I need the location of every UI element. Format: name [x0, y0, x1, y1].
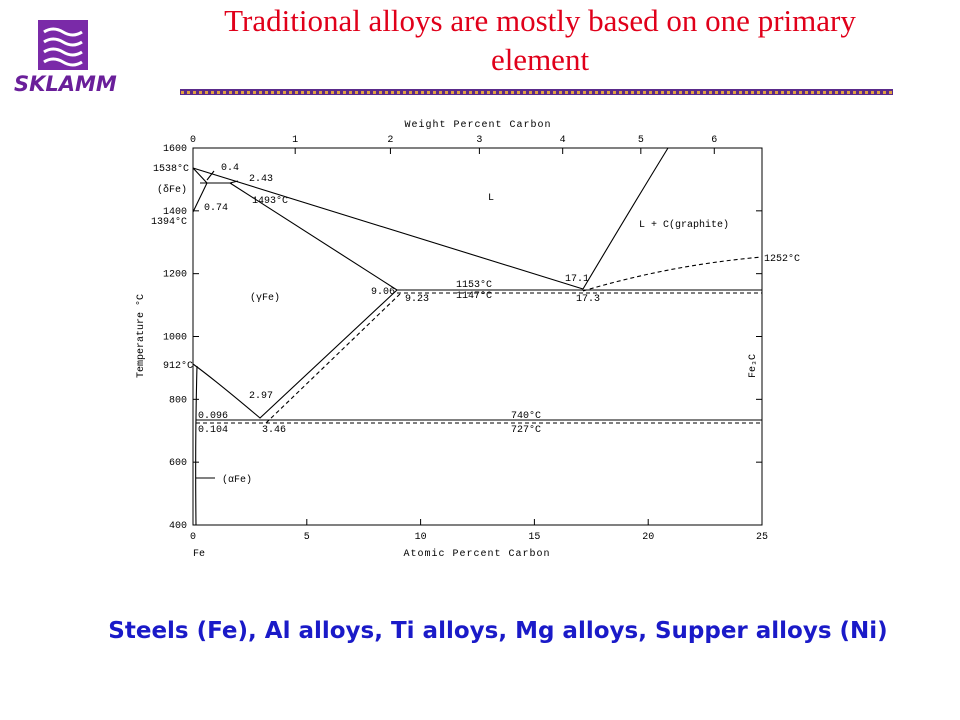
x-tick-label: 20 — [642, 532, 654, 543]
annotation: 3.46 — [262, 425, 286, 436]
annotation: 1394°C — [151, 216, 187, 228]
x-tick-label: 2 — [387, 135, 393, 146]
x-tick-label: 4 — [560, 135, 566, 146]
annotation: (αFe) — [222, 474, 252, 486]
phase-lines — [192, 147, 763, 526]
annotation: 0.4 — [221, 163, 239, 174]
x-tick-label: 10 — [415, 532, 427, 543]
x-tick-label: 0 — [190, 135, 196, 146]
x-tick-label: 0 — [190, 532, 196, 543]
x-tick-label: 5 — [304, 532, 310, 543]
x-tick-label: 25 — [756, 532, 768, 543]
x-tick-label: 15 — [528, 532, 540, 543]
x-tick-label: 5 — [638, 135, 644, 146]
annotation: 9.06 — [371, 287, 395, 298]
x-tick-label: 6 — [711, 135, 717, 146]
annotation: 0.74 — [204, 203, 228, 214]
logo — [38, 20, 88, 70]
y-tick-label: 400 — [169, 521, 187, 532]
axis-title: Atomic Percent Carbon — [403, 548, 550, 560]
annotation: 2.43 — [249, 174, 273, 185]
annotation: (δFe) — [157, 184, 187, 196]
annotation: 2.97 — [249, 391, 273, 402]
slide-title: Traditional alloys are mostly based on o… — [224, 3, 856, 77]
annotation: 912°C — [163, 360, 193, 372]
annotation: 9.23 — [405, 294, 429, 305]
annotation: 1252°C — [764, 253, 800, 265]
annotation: (γFe) — [250, 292, 280, 304]
annotation: 0.104 — [198, 425, 228, 436]
y-tick-label: 800 — [169, 395, 187, 406]
x-tick-label: 1 — [292, 135, 298, 146]
y-tick-label: 1000 — [163, 333, 187, 344]
logo-text: SKLAMM — [14, 72, 117, 96]
footer-text: Steels (Fe), Al alloys, Ti alloys, Mg al… — [108, 618, 888, 644]
annotation: Fe₃C — [748, 354, 759, 378]
annotation: 17.1 — [565, 274, 589, 285]
annotation: Fe — [193, 549, 205, 560]
annotation: 1493°C — [252, 195, 288, 207]
y-tick-label: 1400 — [163, 207, 187, 218]
axis-title: Weight Percent Carbon — [404, 119, 551, 131]
annotation: 740°C — [511, 410, 541, 422]
y-tick-label: 1600 — [163, 144, 187, 155]
x-tick-label: 3 — [476, 135, 482, 146]
annotation: 727°C — [511, 424, 541, 436]
y-tick-label: 1200 — [163, 270, 187, 281]
annotation: L + C(graphite) — [639, 219, 729, 231]
divider — [180, 89, 893, 95]
annotation: 17.3 — [576, 294, 600, 305]
y-tick-label: 600 — [169, 458, 187, 469]
annotation: 1538°C — [153, 163, 189, 175]
annotation: 0.096 — [198, 411, 228, 422]
annotation: 1147°C — [456, 290, 492, 302]
axis-title: Temperature °C — [135, 294, 147, 378]
annotation: L — [488, 193, 494, 204]
annotation: 1153°C — [456, 279, 492, 291]
